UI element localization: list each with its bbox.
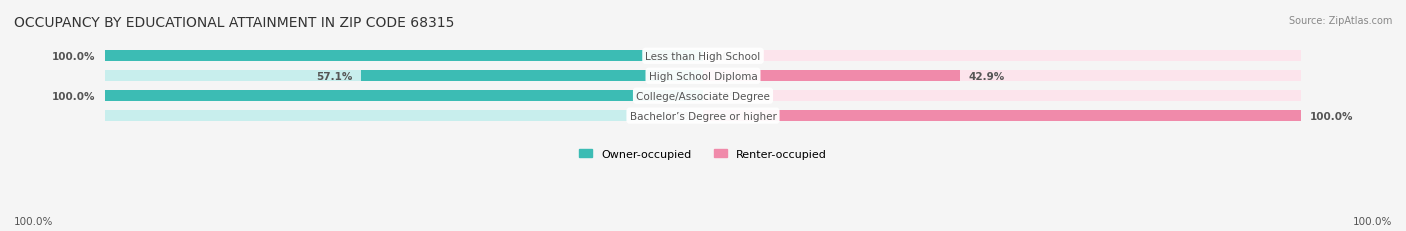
Bar [703, 91, 1302, 102]
Text: 100.0%: 100.0% [1310, 111, 1354, 121]
Text: 100.0%: 100.0% [1353, 216, 1392, 226]
Text: OCCUPANCY BY EDUCATIONAL ATTAINMENT IN ZIP CODE 68315: OCCUPANCY BY EDUCATIONAL ATTAINMENT IN Z… [14, 16, 454, 30]
Bar [703, 71, 960, 82]
Bar [104, 51, 703, 62]
Text: 42.9%: 42.9% [969, 71, 1005, 81]
Text: Less than High School: Less than High School [645, 52, 761, 61]
Bar [104, 111, 703, 122]
Text: 0.0%: 0.0% [711, 52, 741, 61]
Text: High School Diploma: High School Diploma [648, 71, 758, 81]
Text: Source: ZipAtlas.com: Source: ZipAtlas.com [1288, 16, 1392, 26]
Bar [104, 91, 703, 102]
Text: 0.0%: 0.0% [711, 91, 741, 101]
Text: 100.0%: 100.0% [52, 91, 96, 101]
Text: 100.0%: 100.0% [14, 216, 53, 226]
Text: 0.0%: 0.0% [665, 111, 695, 121]
Bar [361, 71, 703, 82]
Text: Bachelor’s Degree or higher: Bachelor’s Degree or higher [630, 111, 776, 121]
Bar [104, 91, 703, 102]
Bar [104, 71, 703, 82]
Legend: Owner-occupied, Renter-occupied: Owner-occupied, Renter-occupied [575, 145, 831, 164]
Text: College/Associate Degree: College/Associate Degree [636, 91, 770, 101]
Bar [703, 51, 1302, 62]
Text: 57.1%: 57.1% [316, 71, 353, 81]
Bar [104, 51, 703, 62]
Bar [703, 71, 1302, 82]
Bar [703, 111, 1302, 122]
Bar [703, 111, 1302, 122]
Text: 100.0%: 100.0% [52, 52, 96, 61]
